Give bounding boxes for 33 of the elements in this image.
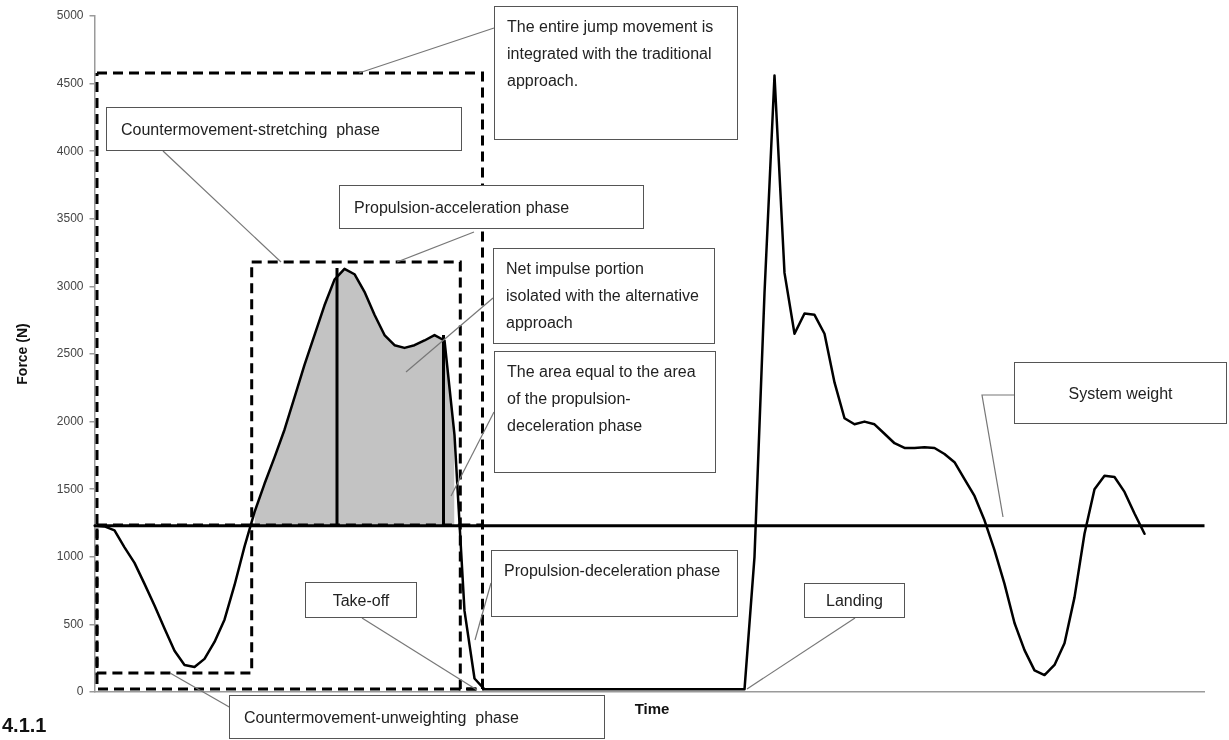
y-tick-label: 0 [76, 684, 84, 699]
callout-box: Take-off [305, 582, 417, 618]
y-tick-label: 500 [63, 616, 84, 631]
annotation: Propulsion-deceleration phase [504, 562, 721, 579]
y-axis-title: Force (N) [14, 323, 30, 385]
annotation: Take-off [332, 590, 390, 611]
y-tick-label: 1000 [56, 549, 84, 564]
annotation: The area equal to the area of the propulsion-deceleration phase [507, 363, 697, 434]
y-tick-label: 1500 [56, 481, 84, 496]
y-tick-label: 4000 [56, 143, 84, 158]
annotation: The entire jump movement is integrated with the traditional approach. [507, 18, 715, 89]
callout-box: Propulsion-deceleration phase [491, 550, 738, 617]
callout-box: System weight [1014, 362, 1227, 424]
y-tick-label: 3000 [56, 278, 84, 293]
annotation: Net impulse portion isolated with the alternative approach [506, 260, 700, 331]
callout-box: Net impulse portion isolated with the alternative approach [493, 248, 715, 344]
callout-box: Landing [804, 583, 905, 618]
y-tick-label: 5000 [56, 8, 84, 23]
y-tick-label: 3500 [56, 211, 84, 226]
annotation: Landing [826, 591, 883, 611]
x-axis-title: Time [634, 699, 670, 717]
callout-box: The area equal to the area of the propulsion-deceleration phase [494, 351, 716, 473]
callout-box: The entire jump movement is integrated with the traditional approach. [494, 6, 738, 140]
y-tick-label: 2500 [56, 346, 84, 361]
ref-line-label: System weight [1068, 383, 1173, 404]
annotation: Propulsion-acceleration phase [354, 197, 570, 218]
y-tick-label: 2000 [56, 413, 84, 428]
text: 4.1.1 [2, 714, 47, 737]
annotation: Countermovement-stretching phase [121, 119, 380, 140]
callout-box: Countermovement-unweighting phase [229, 695, 605, 739]
callout-box: Countermovement-stretching phase [106, 107, 462, 151]
y-tick-label: 4500 [56, 75, 84, 90]
callout-box: Propulsion-acceleration phase [339, 185, 644, 229]
